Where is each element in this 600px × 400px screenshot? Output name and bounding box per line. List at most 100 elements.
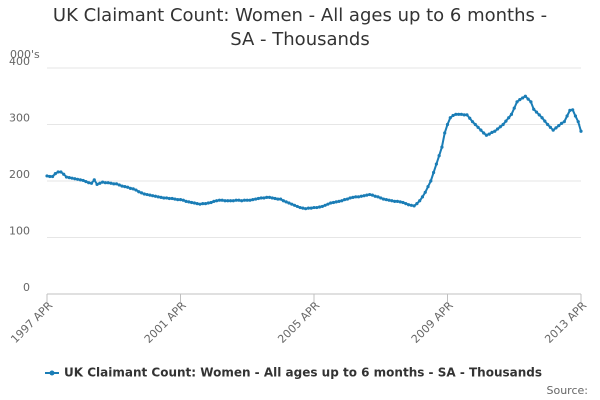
data-point: [331, 200, 336, 205]
data-point: [473, 122, 477, 127]
data-point: [373, 194, 377, 198]
data-point: [576, 120, 580, 124]
data-point: [217, 198, 222, 202]
data-point: [359, 194, 363, 198]
data-point: [248, 198, 252, 202]
data-point: [245, 198, 249, 202]
data-point: [92, 178, 96, 182]
data-point: [479, 128, 483, 132]
data-point: [551, 128, 555, 132]
x-tick-label: 1997 APR: [8, 299, 55, 346]
data-point: [437, 153, 441, 158]
data-point: [53, 172, 57, 176]
data-point: [434, 162, 438, 166]
data-point: [487, 132, 491, 136]
data-point: [89, 181, 94, 185]
data-point: [515, 100, 519, 104]
data-point: [429, 179, 433, 183]
data-point: [309, 206, 313, 210]
data-point: [304, 207, 308, 211]
data-point: [156, 195, 160, 199]
data-point: [159, 195, 163, 199]
data-point: [267, 195, 272, 199]
data-point: [532, 107, 536, 111]
data-point: [162, 196, 166, 200]
data-point: [190, 200, 194, 205]
data-point: [323, 203, 327, 207]
data-point: [543, 119, 547, 123]
source: Source:: [547, 384, 589, 397]
data-point: [106, 181, 110, 185]
x-tick-label: 2009 APR: [409, 299, 456, 346]
data-point: [295, 204, 299, 209]
data-point: [423, 190, 427, 194]
data-point: [184, 199, 188, 203]
data-point: [131, 187, 135, 191]
data-point: [45, 174, 49, 178]
data-point: [412, 204, 416, 208]
data-point: [281, 199, 286, 203]
data-point: [317, 205, 322, 209]
data-point: [201, 202, 205, 206]
data-point: [548, 125, 553, 129]
data-point: [109, 181, 113, 185]
data-point: [334, 200, 338, 204]
data-point: [315, 205, 319, 210]
data-point: [565, 114, 569, 118]
x-tick-label: 2005 APR: [275, 299, 322, 346]
data-point: [562, 120, 566, 124]
data-point: [398, 200, 402, 204]
data-point: [376, 195, 380, 199]
data-point: [454, 112, 458, 116]
data-point: [220, 198, 224, 202]
data-point: [404, 202, 408, 206]
data-point: [284, 200, 288, 204]
data-point: [95, 182, 99, 186]
data-point: [173, 197, 177, 201]
data-point: [337, 199, 341, 203]
data-point: [390, 199, 394, 203]
data-point: [209, 200, 213, 205]
y-tick-label: 400: [9, 55, 30, 68]
data-point: [557, 124, 561, 128]
data-point: [212, 199, 216, 203]
data-point: [409, 203, 413, 207]
data-point: [262, 196, 266, 200]
data-point: [518, 98, 522, 102]
data-point: [306, 206, 311, 210]
data-point: [242, 198, 247, 202]
data-point: [448, 116, 452, 120]
data-point: [420, 195, 425, 199]
data-point: [67, 176, 71, 180]
data-point: [151, 194, 155, 198]
data-point: [223, 199, 227, 203]
data-point: [490, 130, 494, 135]
data-point: [290, 202, 294, 206]
data-point: [228, 199, 233, 203]
data-point: [356, 195, 361, 199]
data-point: [84, 179, 88, 184]
data-point: [73, 177, 77, 181]
data-point: [354, 195, 358, 199]
data-point: [387, 198, 391, 202]
data-point: [170, 196, 174, 201]
data-point: [520, 96, 525, 100]
data-point: [457, 112, 461, 116]
y-axis-label: 000's: [10, 48, 40, 61]
data-point: [395, 199, 400, 203]
data-point: [298, 205, 302, 210]
data-point: [56, 170, 60, 174]
data-point: [468, 116, 472, 120]
y-tick-label: 200: [9, 168, 30, 181]
data-point: [493, 129, 497, 133]
data-point: [445, 122, 450, 127]
data-point: [123, 185, 127, 189]
data-point: [362, 194, 366, 198]
data-point: [351, 195, 355, 199]
data-point: [393, 199, 397, 203]
data-point: [103, 181, 108, 185]
data-point: [462, 113, 466, 117]
data-point: [137, 190, 141, 194]
data-point: [554, 126, 558, 130]
data-point: [465, 113, 469, 117]
